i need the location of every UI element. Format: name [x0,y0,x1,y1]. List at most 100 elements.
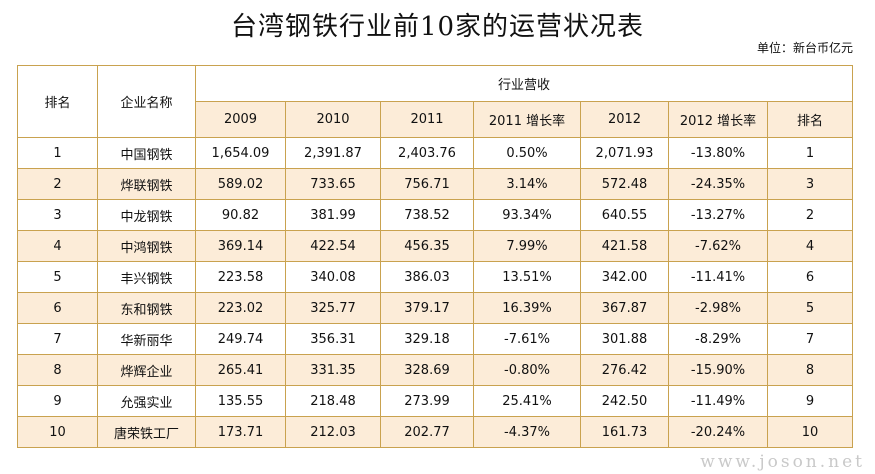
cell: 738.52 [380,199,474,231]
cell: 7.99% [473,230,581,262]
header-cell: 2009 [195,101,286,138]
data-row: 7 华新丽华 249.74 356.31 329.18 -7.61% 301.88 -8.29… [17,323,853,355]
cell: 202.77 [380,416,474,448]
cell: 5 [17,261,98,293]
cell: 6 [767,261,853,293]
cell: 7 [767,323,853,355]
cell: -24.35% [668,168,768,200]
header-row: 2009 2010 2011 2011 增长率 2012 2012 增长率 排名 [18,101,853,138]
cell: 242.50 [580,385,669,417]
cell: 东和钢铁 [97,292,196,324]
data-row: 6 东和钢铁 223.02 325.77 379.17 16.39% 367.87 -2.98… [17,292,853,324]
cell: 3 [17,199,98,231]
cell: 589.02 [195,168,286,200]
cell: -13.80% [668,137,768,169]
cell: 10 [767,416,853,448]
cell: -2.98% [668,292,768,324]
cell: 340.08 [285,261,381,293]
cell: 356.31 [285,323,381,355]
header-cell: 企业名称 [97,65,196,138]
cell: 173.71 [195,416,286,448]
cell: 331.35 [285,354,381,386]
cell: 223.02 [195,292,286,324]
cell: 218.48 [285,385,381,417]
cell: 3.14% [473,168,581,200]
cell: 421.58 [580,230,669,262]
cell: 223.58 [195,261,286,293]
cell: 422.54 [285,230,381,262]
cell: 4 [17,230,98,262]
cell: 212.03 [285,416,381,448]
cell: 4 [767,230,853,262]
cell: 0.50% [473,137,581,169]
cell: -13.27% [668,199,768,231]
cell: 572.48 [580,168,669,200]
cell: 265.41 [195,354,286,386]
header-cell: 2010 [285,101,381,138]
cell: 135.55 [195,385,286,417]
cell: 325.77 [285,292,381,324]
cell: 381.99 [285,199,381,231]
header-cell: 排名 [767,101,853,138]
cell: 6 [17,292,98,324]
cell: 烨辉企业 [97,354,196,386]
cell: -11.49% [668,385,768,417]
data-row: 9 允强实业 135.55 218.48 273.99 25.41% 242.50 -11.4… [17,385,853,417]
data-row: 10 唐荣铁工厂 173.71 212.03 202.77 -4.37% 161.73 -20… [17,416,853,448]
cell: 342.00 [580,261,669,293]
data-row: 4 中鸿钢铁 369.14 422.54 456.35 7.99% 421.58 -7.62%… [17,230,853,262]
cell: 301.88 [580,323,669,355]
cell: -0.80% [473,354,581,386]
cell: 249.74 [195,323,286,355]
cell: 2 [17,168,98,200]
title: 台湾钢铁行业前10家的运营状况表 [230,12,645,42]
cell: 328.69 [380,354,474,386]
cell: 456.35 [380,230,474,262]
cell: 1,654.09 [195,137,286,169]
cell: 7 [17,323,98,355]
cell: 2,391.87 [285,137,381,169]
cell: 华新丽华 [97,323,196,355]
cell: 1 [767,137,853,169]
cell: 369.14 [195,230,286,262]
watermark: www.joson.net [700,452,865,472]
cell: 379.17 [380,292,474,324]
data-row: 8 烨辉企业 265.41 331.35 328.69 -0.80% 276.42 -15.9… [17,354,853,386]
cell: 93.34% [473,199,581,231]
cell: 756.71 [380,168,474,200]
header-cell: 排名 [17,65,98,138]
header-cell: 2012 增长率 [668,101,768,138]
cell: 允强实业 [97,385,196,417]
header-cell: 2012 [580,101,669,138]
cell: 唐荣铁工厂 [97,416,196,448]
cell: 2,071.93 [580,137,669,169]
cell: 8 [17,354,98,386]
cell: 161.73 [580,416,669,448]
cell: 90.82 [195,199,286,231]
header-cell: 2011 增长率 [473,101,581,138]
cell: 13.51% [473,261,581,293]
cell: -20.24% [668,416,768,448]
cell: 367.87 [580,292,669,324]
cell: 640.55 [580,199,669,231]
data-row: 1 中国钢铁 1,654.09 2,391.87 2,403.76 0.50% 2,071.… [17,137,853,169]
header-cell: 行业营收 [195,65,853,102]
data-row: 2 烨联钢铁 589.02 733.65 756.71 3.14% 572.48 -24.35… [17,168,853,200]
cell: -7.61% [473,323,581,355]
cell: 9 [17,385,98,417]
data-row: 5 丰兴钢铁 223.58 340.08 386.03 13.51% 342.00 -11.4… [17,261,853,293]
cell: -11.41% [668,261,768,293]
cell: 2 [767,199,853,231]
cell: 3 [767,168,853,200]
cell: -8.29% [668,323,768,355]
cell: 烨联钢铁 [97,168,196,200]
cell: 276.42 [580,354,669,386]
cell: 中鸿钢铁 [97,230,196,262]
cell: -4.37% [473,416,581,448]
cell: 2,403.76 [380,137,474,169]
cell: 25.41% [473,385,581,417]
header-row: 排名 企业名称 行业营收 [17,65,853,138]
cell: -15.90% [668,354,768,386]
header-cell: 2011 [380,101,474,138]
cell: 273.99 [380,385,474,417]
